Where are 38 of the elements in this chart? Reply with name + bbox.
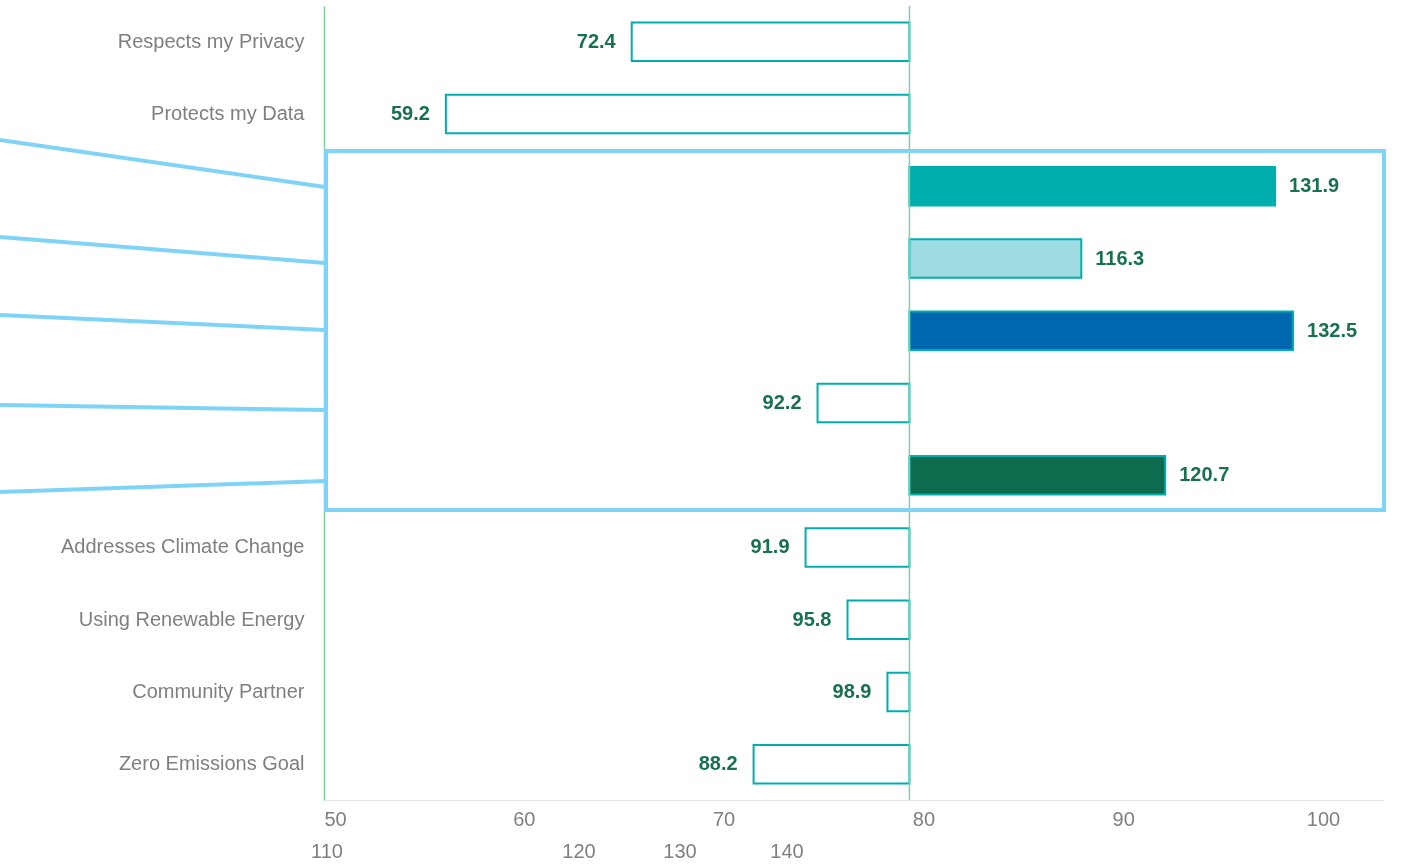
y-tick-label: Respects my Privacy: [117, 29, 305, 52]
x-tick-label: 50: [324, 807, 347, 830]
text: 110: [311, 840, 343, 863]
bar: [908, 455, 1167, 496]
bar: [752, 744, 911, 785]
x-tick-label: 60: [513, 807, 536, 830]
bar: [630, 21, 911, 62]
annotation: 131.9: [1289, 174, 1340, 197]
bar: [816, 382, 911, 424]
annotation: 98.9: [832, 679, 872, 702]
bar: [908, 238, 1083, 279]
annotation: 95.8: [792, 607, 832, 630]
bar: [444, 93, 911, 135]
bar: [886, 671, 911, 713]
text: 130: [663, 840, 697, 863]
x-tick-label: 80: [912, 807, 936, 830]
annotation: 116.3: [1095, 246, 1145, 269]
y-tick-label: Community Partner: [132, 679, 305, 702]
bar: [908, 310, 1295, 351]
annotation: 59.2: [390, 102, 430, 125]
bar: [804, 527, 911, 568]
x-tick-label: 100: [1306, 807, 1341, 830]
y-tick-label: Addresses Climate Change: [61, 535, 305, 558]
text: 120: [562, 840, 596, 863]
annotation: 72.4: [576, 29, 617, 52]
annotation: 132.5: [1307, 318, 1358, 341]
annotation: 91.9: [750, 535, 790, 558]
annotation: 92.2: [762, 391, 802, 413]
bar: [908, 166, 1277, 207]
annotation: 88.2: [698, 752, 738, 775]
x-tick-label: 90: [1112, 807, 1135, 830]
y-tick-label: Protects my Data: [151, 102, 306, 125]
y-tick-label: Using Renewable Energy: [78, 607, 305, 630]
y-tick-label: Zero Emissions Goal: [118, 752, 305, 775]
x-tick-label: 70: [713, 807, 736, 830]
bar: [846, 599, 911, 640]
text: 140: [770, 840, 804, 863]
annotation: 120.7: [1179, 463, 1230, 486]
